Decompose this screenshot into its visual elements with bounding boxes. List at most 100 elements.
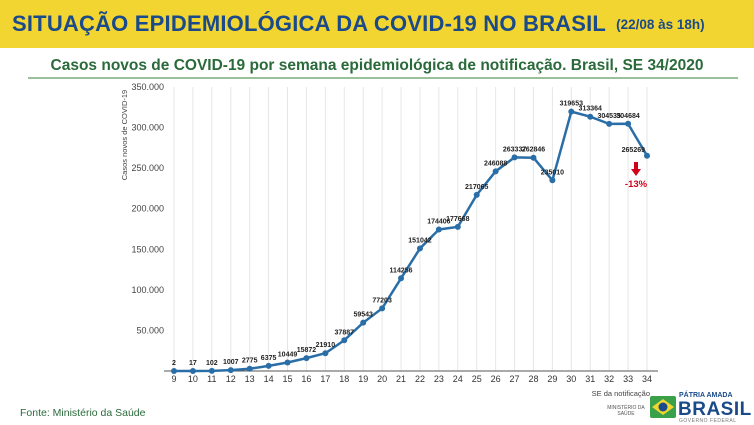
data-label: 21910 <box>316 342 336 349</box>
x-tick-label: 28 <box>528 374 538 384</box>
data-label: 319653 <box>560 101 583 108</box>
y-tick-label: 100.000 <box>131 285 164 295</box>
decrease-arrow-icon <box>631 169 641 176</box>
y-tick-label: 200.000 <box>131 204 164 214</box>
data-point <box>360 319 367 326</box>
x-tick-label: 27 <box>510 374 520 384</box>
y-tick-label: 250.000 <box>131 163 164 173</box>
x-tick-label: 23 <box>434 374 444 384</box>
decrease-arrow-shaft <box>634 162 638 170</box>
data-point <box>246 365 253 372</box>
y-tick-label: 350.000 <box>131 82 164 92</box>
data-point <box>568 108 575 115</box>
x-tick-label: 17 <box>320 374 330 384</box>
x-tick-label: 14 <box>264 374 274 384</box>
x-tick-label: 26 <box>491 374 501 384</box>
data-label: 177668 <box>446 216 469 223</box>
ministry-logo: MINISTÉRIO DA SAÚDE <box>607 405 645 417</box>
chart-axes: 9 10 11 12 13 14 15 16 17 18 19 20 21 22 23 24 25 26 27 28 2… <box>131 82 658 384</box>
x-tick-label: 21 <box>396 374 406 384</box>
data-point <box>530 154 537 161</box>
brand-name: BRASIL <box>678 399 752 420</box>
x-tick-label: 34 <box>642 374 652 384</box>
data-point <box>189 367 196 374</box>
brasil-logo: PÁTRIA AMADA BRASIL GOVERNO FEDERAL <box>650 390 754 425</box>
data-point <box>644 152 650 159</box>
x-tick-label: 22 <box>415 374 425 384</box>
data-point <box>341 337 348 344</box>
x-tick-label: 12 <box>226 374 236 384</box>
data-point <box>435 226 442 233</box>
x-tick-label: 29 <box>547 374 557 384</box>
data-label: 37887 <box>335 329 355 336</box>
data-label: 6375 <box>261 355 277 362</box>
data-point <box>265 362 272 369</box>
x-tick-label: 15 <box>283 374 293 384</box>
data-point <box>549 177 556 184</box>
data-label: 15872 <box>297 347 317 354</box>
brand-tagline: PÁTRIA AMADA <box>679 392 733 399</box>
cases-line <box>173 110 649 373</box>
data-label: 246088 <box>484 160 507 167</box>
x-tick-label: 20 <box>377 374 387 384</box>
data-label: 2 <box>172 360 176 367</box>
data-point <box>473 191 480 198</box>
data-label: 1007 <box>223 359 239 366</box>
data-label: 263337 <box>503 146 526 153</box>
chart-subtitle: Casos novos de COVID-19 por semana epide… <box>50 57 704 74</box>
decrease-label: -13% <box>625 179 648 190</box>
data-label: 17 <box>189 360 197 367</box>
report-date: (22/08 às 18h) <box>616 16 705 32</box>
data-point <box>171 367 177 374</box>
data-label: 235010 <box>541 169 564 176</box>
data-label: 10449 <box>278 352 298 359</box>
chart-grid <box>173 87 648 371</box>
data-label: 114256 <box>390 267 413 274</box>
data-point <box>322 350 329 357</box>
data-label: 304684 <box>616 113 639 120</box>
x-tick-label: 25 <box>472 374 482 384</box>
data-point <box>606 120 613 127</box>
data-label: 313364 <box>579 106 602 113</box>
data-point <box>227 367 234 374</box>
data-point <box>208 367 215 374</box>
data-point <box>492 168 499 175</box>
data-point <box>284 359 291 366</box>
x-tick-label: 18 <box>339 374 349 384</box>
source-note: Fonte: Ministério da Saúde <box>20 407 146 419</box>
data-point <box>416 245 423 252</box>
x-tick-label: 11 <box>207 374 216 384</box>
cases-line-chart: 9 10 11 12 13 14 15 16 17 18 19 20 21 22 23 24 25 26 27 28 2… <box>120 82 658 398</box>
data-label: 174406 <box>427 218 450 225</box>
y-axis-label: Casos novos de COVID-19 <box>120 90 129 180</box>
x-tick-label: 13 <box>245 374 255 384</box>
data-point <box>398 275 405 282</box>
x-tick-label: 30 <box>566 374 576 384</box>
brand-government: GOVERNO FEDERAL <box>679 418 737 424</box>
x-tick-label: 33 <box>623 374 633 384</box>
x-axis-label: SE da notificação <box>592 389 650 398</box>
header-banner: SITUAÇÃO EPIDEMIOLÓGICA DA COVID-19 NO B… <box>0 0 754 48</box>
data-label: 217065 <box>465 184 488 191</box>
data-label: 265269 <box>622 147 645 154</box>
data-point <box>454 223 461 230</box>
data-label: 304535 <box>597 113 620 120</box>
subtitle-divider <box>28 77 738 79</box>
y-tick-label: 150.000 <box>131 244 164 254</box>
x-tick-label: 31 <box>585 374 595 384</box>
page-title: SITUAÇÃO EPIDEMIOLÓGICA DA COVID-19 NO B… <box>12 11 607 36</box>
data-label: 102 <box>206 360 218 367</box>
data-point <box>625 120 632 127</box>
data-point <box>379 305 386 312</box>
decrease-annotation: -13% <box>625 162 648 190</box>
data-point <box>303 355 310 362</box>
data-label: 59543 <box>353 312 373 319</box>
data-label: 2775 <box>242 358 258 365</box>
x-tick-label: 24 <box>453 374 463 384</box>
brazil-flag-icon <box>650 396 676 418</box>
x-tick-label: 32 <box>604 374 614 384</box>
y-tick-label: 300.000 <box>131 123 164 133</box>
data-label: 77203 <box>372 297 392 304</box>
data-point <box>587 113 594 120</box>
